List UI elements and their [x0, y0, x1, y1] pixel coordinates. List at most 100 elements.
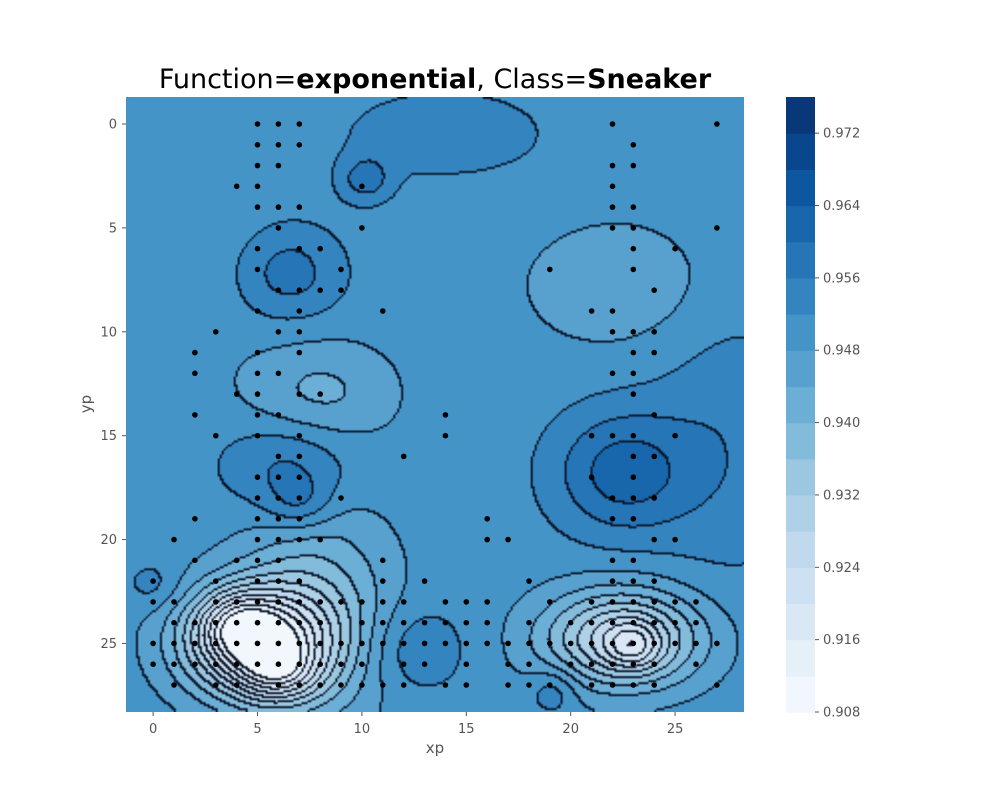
sample-point	[505, 682, 511, 688]
sample-point	[609, 225, 616, 231]
title-part-1: exponential	[296, 64, 476, 95]
sample-point	[213, 640, 219, 647]
sample-point	[442, 640, 449, 647]
sample-point	[630, 682, 637, 688]
sample-point	[588, 474, 595, 481]
sample-point	[296, 349, 303, 356]
sample-point	[233, 619, 240, 626]
sample-point	[630, 619, 637, 626]
sample-point	[672, 599, 678, 605]
sample-point	[609, 557, 616, 564]
sample-point	[609, 516, 616, 522]
sample-point	[171, 661, 177, 667]
sample-point	[609, 599, 616, 605]
chart-title: Function=exponential, Class=Sneaker	[159, 64, 712, 95]
sample-point	[400, 661, 407, 667]
sample-point	[567, 619, 574, 626]
sample-point	[442, 682, 449, 688]
sample-point	[463, 599, 470, 605]
sample-point	[588, 619, 595, 626]
sample-point	[296, 329, 303, 335]
colorbar-tick-label: 0.956	[823, 271, 860, 286]
sample-point	[254, 391, 261, 397]
sample-point	[317, 661, 324, 667]
sample-point	[254, 308, 261, 314]
sample-point	[275, 287, 282, 294]
sample-point	[693, 599, 699, 605]
sample-point	[588, 432, 595, 439]
sample-point	[213, 619, 219, 626]
sample-point	[296, 391, 303, 397]
sample-point	[296, 453, 303, 460]
sample-point	[275, 474, 282, 481]
sample-point	[192, 619, 198, 626]
sample-point	[630, 495, 637, 501]
sample-point	[233, 682, 240, 688]
x-axis-ticks: 0 5 10 15 20 25	[149, 712, 683, 737]
sample-point	[463, 661, 470, 667]
sample-point	[192, 661, 198, 667]
x-axis-label: xp	[426, 739, 444, 757]
sample-point	[714, 121, 720, 127]
sample-points	[150, 121, 720, 688]
sample-point	[421, 661, 428, 667]
y-axis-label: yp	[77, 395, 95, 413]
sample-point	[609, 495, 616, 501]
sample-point	[317, 391, 324, 397]
sample-point	[254, 474, 261, 481]
sample-point	[651, 578, 657, 584]
sample-point	[150, 599, 156, 605]
sample-point	[150, 578, 156, 584]
sample-point	[254, 204, 261, 210]
sample-point	[630, 453, 637, 460]
sample-point	[380, 557, 386, 564]
colorbar-band	[786, 350, 815, 388]
sample-point	[296, 495, 303, 501]
sample-point	[317, 640, 324, 647]
sample-point	[275, 453, 282, 460]
x-tick-label: 10	[354, 722, 371, 737]
sample-point	[567, 640, 574, 647]
sample-point	[254, 183, 261, 190]
title-part-0: Function=	[159, 64, 296, 95]
sample-point	[213, 661, 219, 667]
sample-point	[400, 682, 407, 688]
sample-point	[526, 619, 532, 626]
y-tick-label: 25	[100, 637, 117, 652]
colorbar: 0.908 0.916 0.924 0.932 0.940 0.948 0.956 0.964…	[786, 97, 860, 721]
sample-point	[275, 599, 282, 605]
sample-point	[338, 495, 344, 501]
x-tick-label: 15	[458, 722, 475, 737]
sample-point	[630, 391, 637, 397]
sample-point	[213, 329, 219, 335]
sample-point	[484, 640, 491, 647]
sample-point	[192, 349, 198, 356]
sample-point	[296, 599, 303, 605]
sample-point	[400, 453, 407, 460]
sample-point	[651, 682, 657, 688]
sample-point	[380, 578, 386, 584]
sample-point	[609, 162, 616, 169]
sample-point	[338, 287, 344, 294]
sample-point	[630, 266, 637, 273]
sample-point	[651, 536, 657, 543]
sample-point	[254, 266, 261, 273]
sample-point	[400, 640, 407, 647]
sample-point	[547, 599, 553, 605]
sample-point	[526, 661, 532, 667]
y-tick-label: 20	[100, 533, 117, 548]
sample-point	[171, 682, 177, 688]
sample-point	[588, 640, 595, 647]
sample-point	[463, 640, 470, 647]
sample-point	[421, 640, 428, 647]
sample-point	[609, 204, 616, 210]
sample-point	[338, 266, 344, 273]
sample-point	[296, 619, 303, 626]
x-tick-label: 20	[562, 722, 579, 737]
sample-point	[630, 578, 637, 584]
sample-point	[275, 225, 282, 231]
colorbar-band	[786, 567, 815, 605]
plot-area	[126, 97, 744, 712]
sample-point	[672, 619, 678, 626]
y-tick-label: 5	[109, 221, 117, 236]
